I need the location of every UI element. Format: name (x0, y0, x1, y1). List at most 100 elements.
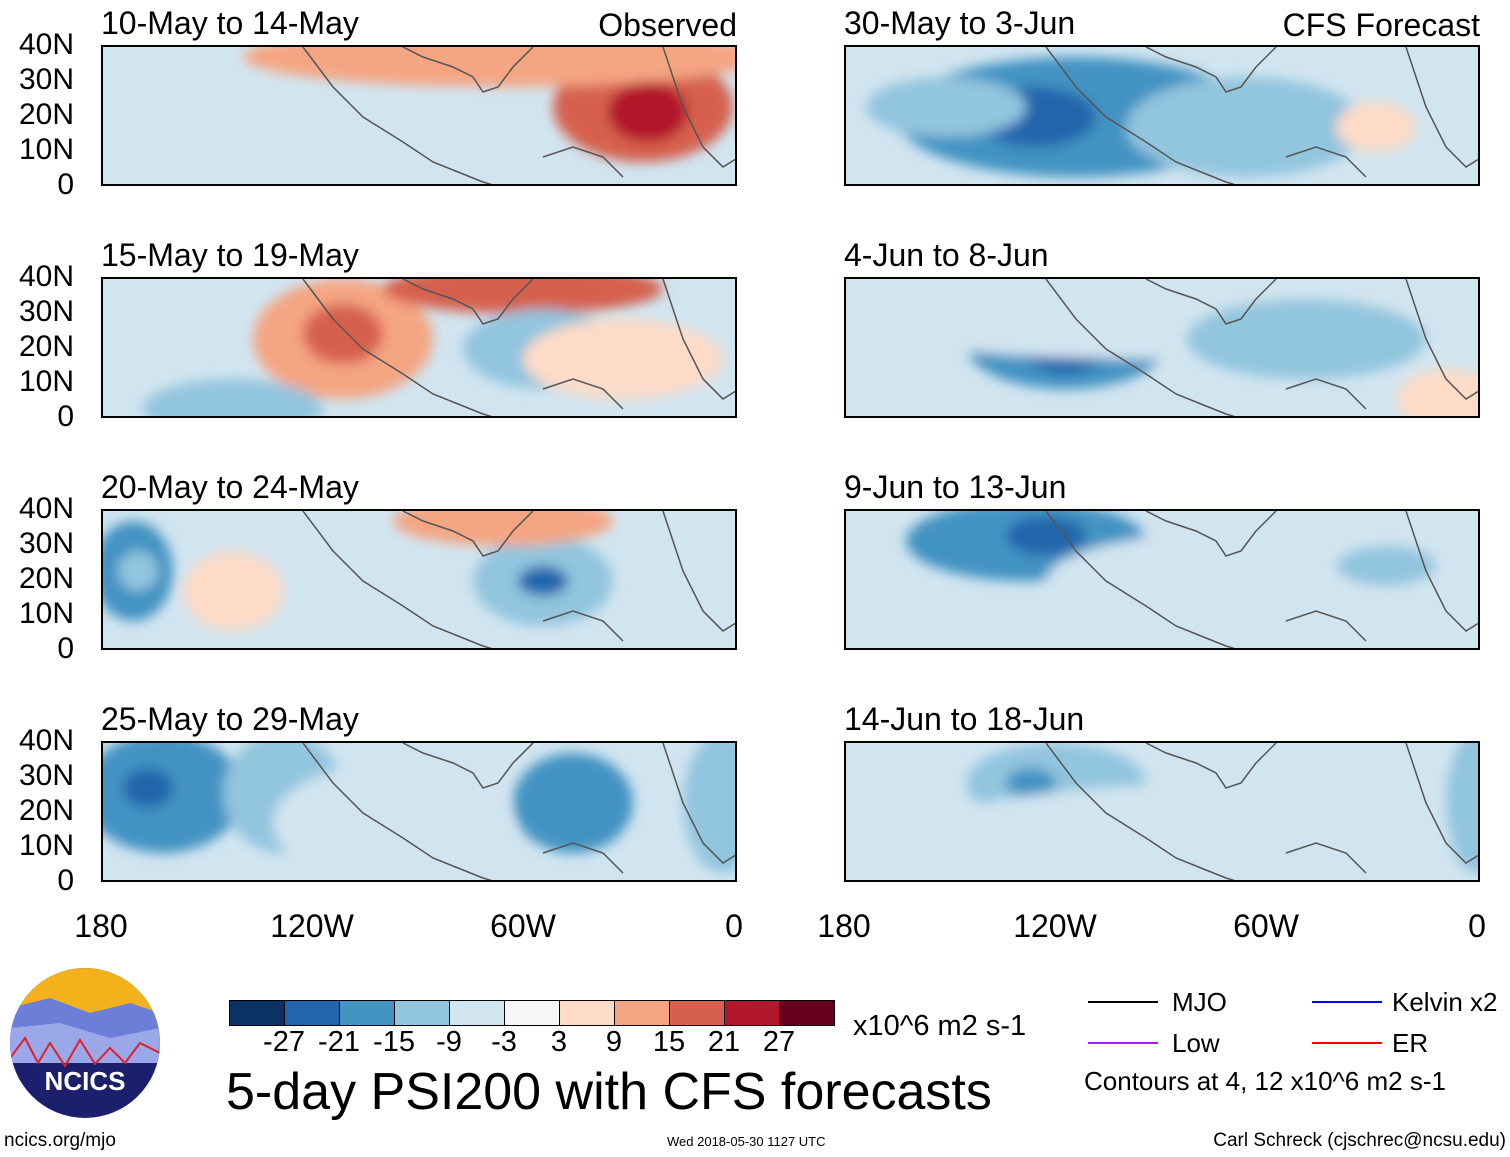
y-tick-label: 20N (18, 794, 74, 827)
colorbar-swatch (670, 1001, 725, 1025)
map-panel (101, 45, 737, 186)
anomaly-region (1396, 369, 1478, 416)
coastline (1045, 279, 1478, 416)
anomaly-region (1126, 77, 1366, 177)
y-tick-label: 40N (18, 724, 74, 757)
coastline (302, 279, 735, 416)
panel-title: 9-Jun to 13-Jun (844, 469, 1067, 505)
map-panel (101, 509, 737, 650)
legend-mjo: MJO (1172, 987, 1227, 1017)
coastline (1045, 511, 1478, 648)
x-tick-label: 180 (817, 908, 871, 944)
anomaly-region (303, 304, 383, 364)
x-tick-label: 60W (490, 908, 556, 944)
colorbar-swatch (285, 1001, 340, 1025)
colorbar-swatch (505, 1001, 560, 1025)
timestamp: Wed 2018-05-30 1127 UTC (667, 1134, 826, 1149)
coastline (302, 743, 735, 880)
site-link[interactable]: ncics.org/mjo (4, 1130, 116, 1151)
colorbar (229, 1000, 835, 1026)
y-tick-label: 20N (18, 98, 74, 131)
anomaly-region (1006, 768, 1056, 798)
coastline (1045, 743, 1478, 880)
x-tick-label: 180 (74, 908, 128, 944)
colorbar-swatch (395, 1001, 450, 1025)
anomaly-region (513, 753, 633, 853)
panel-title: 10-May to 14-May (101, 5, 359, 41)
legend-line-er (1312, 1042, 1382, 1044)
x-tick-label: 0 (1468, 908, 1486, 944)
colorbar-label: -15 (373, 1026, 415, 1058)
map-panel (101, 741, 737, 882)
map-panel (844, 509, 1480, 650)
y-tick-label: 0 (57, 864, 74, 897)
anomaly-region (273, 763, 513, 880)
ncics-logo: NCICS (10, 968, 160, 1118)
panel-title: 30-May to 3-Jun (844, 5, 1076, 41)
colorbar-swatch (615, 1001, 670, 1025)
anomaly-region (123, 47, 243, 127)
legend-er: ER (1392, 1028, 1429, 1058)
y-tick-label: 10N (18, 829, 74, 862)
logo-text: NCICS (45, 1066, 126, 1096)
colorbar-swatch (725, 1001, 780, 1025)
x-tick-label: 60W (1233, 908, 1299, 944)
anomaly-region (1336, 102, 1416, 152)
y-tick-label: 0 (57, 632, 74, 665)
anomaly-region (123, 768, 173, 808)
y-tick-label: 30N (18, 295, 74, 328)
map-panel (101, 277, 737, 418)
y-tick-label: 30N (18, 63, 74, 96)
x-tick-label: 0 (725, 908, 743, 944)
y-tick-label: 0 (57, 400, 74, 433)
anomaly-region (1166, 561, 1366, 641)
x-tick-label: 120W (270, 908, 354, 944)
colorbar-label: 3 (550, 1026, 568, 1058)
y-tick-label: 40N (18, 260, 74, 293)
colorbar-swatch (780, 1001, 834, 1025)
author: Carl Schreck (cjschrec@ncsu.edu) (1213, 1130, 1506, 1151)
anomaly-region (518, 566, 568, 596)
anomaly-region (243, 47, 735, 87)
colorbar-swatch (450, 1001, 505, 1025)
anomaly-region (1006, 516, 1086, 556)
figure-title: 5-day PSI200 with CFS forecasts (226, 1063, 992, 1121)
colorbar-label: 27 (762, 1026, 796, 1058)
contour-note: Contours at 4, 12 x10^6 m2 s-1 (1084, 1066, 1446, 1096)
y-tick-label: 0 (57, 168, 74, 201)
panel-title: 15-May to 19-May (101, 237, 359, 273)
y-tick-label: 10N (18, 365, 74, 398)
anomaly-region (393, 511, 613, 546)
colorbar-label: -9 (436, 1026, 462, 1058)
anomaly-region (1446, 743, 1478, 873)
anomaly-region (363, 97, 543, 177)
coastline (302, 47, 735, 184)
x-tick-label: 120W (1013, 908, 1097, 944)
y-tick-label: 30N (18, 527, 74, 560)
anomaly-region (183, 551, 283, 631)
y-tick-label: 40N (18, 28, 74, 61)
colorbar-label: -3 (491, 1026, 517, 1058)
panel-title: 20-May to 24-May (101, 469, 359, 505)
anomaly-region (946, 783, 1478, 863)
y-tick-label: 40N (18, 492, 74, 525)
y-tick-label: 10N (18, 597, 74, 630)
map-panel (844, 45, 1480, 186)
legend-line-mjo (1088, 1001, 1158, 1003)
panel-title: 4-Jun to 8-Jun (844, 237, 1049, 273)
colorbar-swatch (230, 1001, 285, 1025)
map-panel (844, 277, 1480, 418)
colorbar-swatch (560, 1001, 615, 1025)
anomaly-region (118, 551, 158, 591)
y-tick-label: 10N (18, 133, 74, 166)
anomaly-region (143, 379, 323, 416)
panel-tag: Observed (598, 7, 737, 43)
coastline (302, 511, 735, 648)
colorbar-label: -27 (263, 1026, 305, 1058)
legend-kelvin: Kelvin x2 (1392, 987, 1498, 1017)
colorbar-label: 15 (652, 1026, 686, 1058)
colorbar-label: -21 (318, 1026, 360, 1058)
anomaly-region (383, 279, 663, 314)
panel-title: 14-Jun to 18-Jun (844, 701, 1085, 737)
colorbar-units: x10^6 m2 s-1 (853, 1010, 1027, 1042)
